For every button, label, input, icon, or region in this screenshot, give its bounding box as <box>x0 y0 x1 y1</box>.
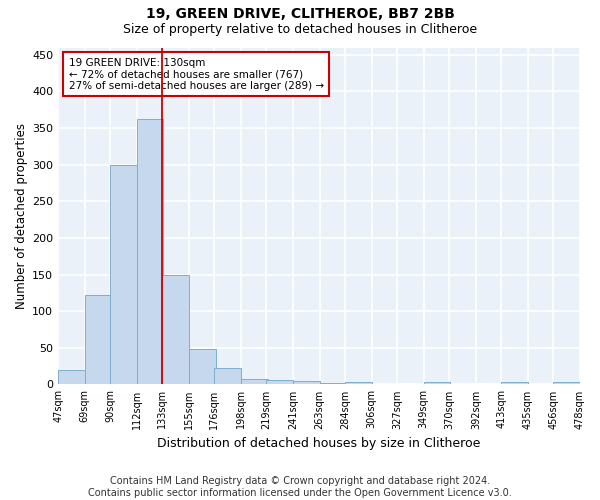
Text: 19, GREEN DRIVE, CLITHEROE, BB7 2BB: 19, GREEN DRIVE, CLITHEROE, BB7 2BB <box>146 8 454 22</box>
Bar <box>501 382 528 384</box>
Bar <box>241 378 268 384</box>
Bar <box>58 370 85 384</box>
Text: Contains HM Land Registry data © Crown copyright and database right 2024.
Contai: Contains HM Land Registry data © Crown c… <box>88 476 512 498</box>
Bar <box>424 382 451 384</box>
Text: 19 GREEN DRIVE: 130sqm
← 72% of detached houses are smaller (767)
27% of semi-de: 19 GREEN DRIVE: 130sqm ← 72% of detached… <box>68 58 324 91</box>
Bar <box>293 381 320 384</box>
Bar <box>162 274 189 384</box>
Y-axis label: Number of detached properties: Number of detached properties <box>15 123 28 309</box>
Text: Size of property relative to detached houses in Clitheroe: Size of property relative to detached ho… <box>123 22 477 36</box>
Bar <box>345 382 372 384</box>
X-axis label: Distribution of detached houses by size in Clitheroe: Distribution of detached houses by size … <box>157 437 481 450</box>
Bar <box>214 368 241 384</box>
Bar <box>189 350 215 384</box>
Bar <box>320 383 346 384</box>
Bar <box>553 382 580 384</box>
Bar <box>266 380 293 384</box>
Bar <box>110 164 137 384</box>
Bar <box>85 295 112 384</box>
Bar <box>137 118 163 384</box>
